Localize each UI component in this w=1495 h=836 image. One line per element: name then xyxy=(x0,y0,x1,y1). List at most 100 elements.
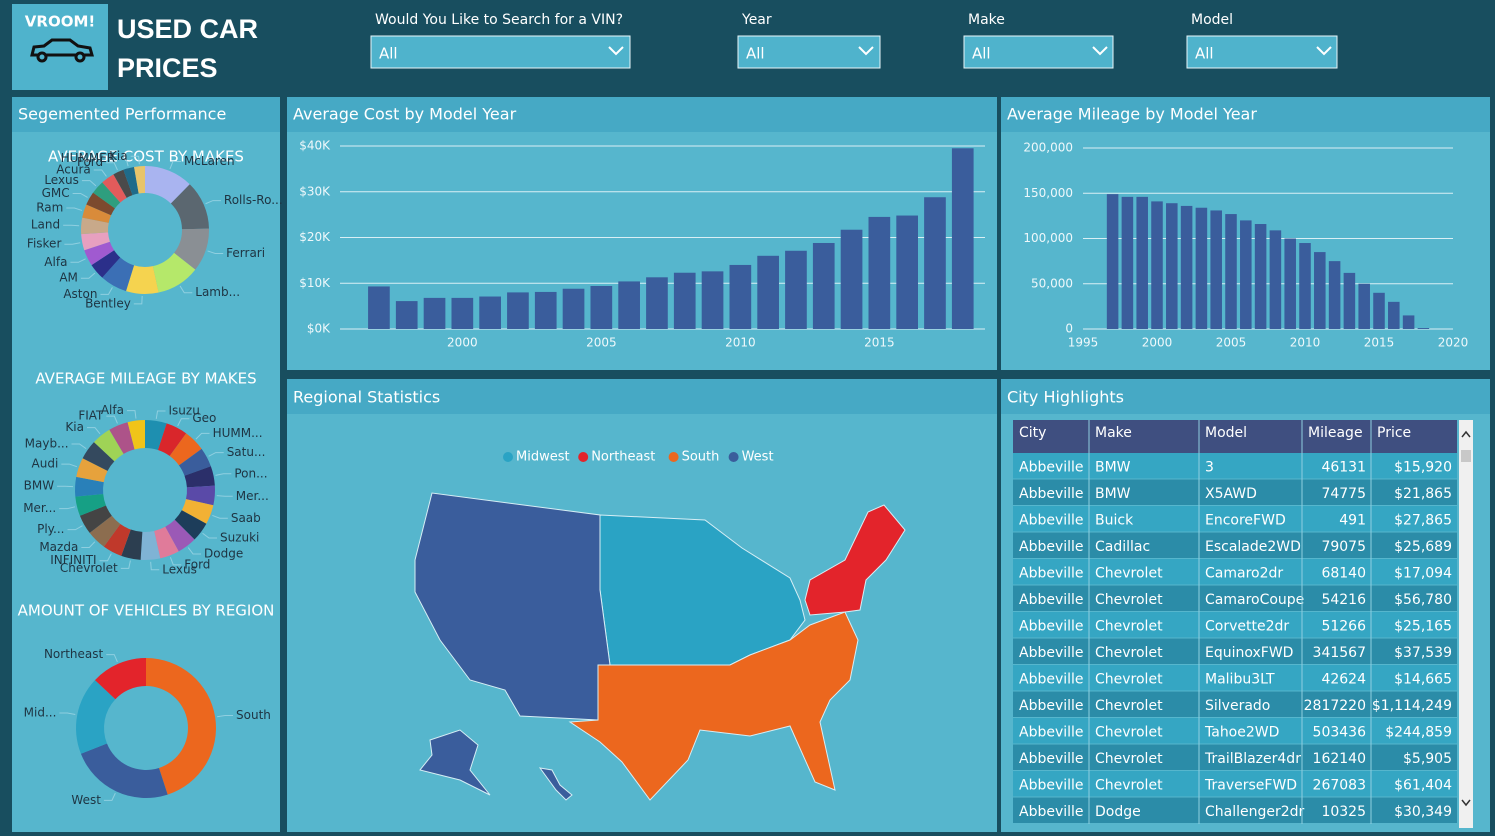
slice-label: Mazda xyxy=(39,540,78,554)
table-cell: $56,780 xyxy=(1394,592,1452,608)
slice-label: Lexus xyxy=(162,562,197,576)
x-tick-label: 2010 xyxy=(1290,336,1321,350)
table-cell: Abbeville xyxy=(1019,486,1084,502)
table-cell: 54216 xyxy=(1321,592,1366,608)
slice-label: Audi xyxy=(32,457,59,471)
panel-header xyxy=(287,379,997,414)
scroll-thumb[interactable] xyxy=(1461,450,1471,462)
panel-header xyxy=(1001,379,1490,414)
donut-slice xyxy=(154,526,179,559)
scroll-down[interactable] xyxy=(1461,799,1471,807)
slice-label: Kia xyxy=(109,149,128,163)
bar xyxy=(1225,214,1237,329)
scroll-up[interactable] xyxy=(1461,430,1471,438)
table-row xyxy=(1013,585,1457,611)
column-header: Mileage xyxy=(1308,425,1363,441)
dropdown[interactable] xyxy=(963,35,1114,69)
leader-line xyxy=(169,557,182,566)
donut-slice xyxy=(113,169,133,198)
leader-line xyxy=(150,561,160,571)
region xyxy=(419,729,491,796)
y-tick-label: $10K xyxy=(299,276,331,290)
table-cell: 341567 xyxy=(1313,645,1366,661)
table-cell: Abbeville xyxy=(1019,618,1084,634)
slice-label: Ram xyxy=(36,201,63,215)
dropdown[interactable] xyxy=(737,35,881,69)
filter[interactable]: Year All xyxy=(737,12,881,69)
slice-label: Northeast xyxy=(44,647,104,661)
filter[interactable]: Make All xyxy=(963,12,1114,69)
leader-line xyxy=(71,443,87,450)
table-cell: $244,859 xyxy=(1385,724,1452,740)
scrollbar[interactable] xyxy=(1459,420,1473,828)
leader-line xyxy=(118,157,129,167)
x-tick-label: 2015 xyxy=(864,336,895,350)
table-cell: $30,349 xyxy=(1394,804,1452,820)
y-tick-label: $30K xyxy=(299,184,331,198)
table-cell: Silverado xyxy=(1205,698,1270,714)
leader-line xyxy=(106,162,118,171)
x-tick-label: 1995 xyxy=(1068,336,1099,350)
filter-label: Make xyxy=(968,12,1005,28)
leader-line xyxy=(126,410,137,419)
slice-label: Dodge xyxy=(204,546,243,560)
donut-slice xyxy=(81,232,110,251)
dropdown[interactable] xyxy=(1186,35,1338,69)
leader-line xyxy=(100,287,113,295)
y-tick-label: 0 xyxy=(1065,322,1073,336)
leader-line xyxy=(59,712,76,715)
bar xyxy=(1166,203,1178,329)
donut-slice xyxy=(157,423,187,457)
table-cell: 3 xyxy=(1205,459,1214,475)
slice-label: Suzuki xyxy=(220,531,259,545)
table-row xyxy=(1013,638,1457,664)
y-tick-label: $20K xyxy=(299,230,331,244)
bar xyxy=(423,297,446,329)
leader-line xyxy=(212,514,228,519)
slice-label: South xyxy=(236,708,271,722)
bar xyxy=(1106,194,1119,329)
table-cell: X5AWD xyxy=(1205,486,1257,502)
y-tick-label: 50,000 xyxy=(1031,276,1073,290)
region xyxy=(804,504,906,616)
bar xyxy=(618,281,640,329)
bar xyxy=(1195,207,1208,329)
table-cell: 10325 xyxy=(1321,804,1366,820)
table-cell: Abbeville xyxy=(1019,539,1084,555)
donut-slice xyxy=(170,184,209,230)
table-cell: Abbeville xyxy=(1019,592,1084,608)
y-tick-label: 150,000 xyxy=(1023,186,1073,200)
donut-slice xyxy=(91,250,121,278)
table-cell: 491 xyxy=(1339,512,1366,528)
table-cell: Abbeville xyxy=(1019,565,1084,581)
slice-label: Acura xyxy=(56,162,91,176)
dropdown[interactable] xyxy=(370,35,631,69)
table-cell: $5,905 xyxy=(1403,751,1452,767)
filter[interactable]: Would You Like to Search for a VIN? All xyxy=(370,12,631,69)
leader-line xyxy=(59,506,76,510)
x-tick-label: 2000 xyxy=(1142,336,1173,350)
donut-slice xyxy=(102,257,135,292)
filter[interactable]: Model All xyxy=(1186,12,1338,69)
x-tick-label: 2005 xyxy=(1216,336,1247,350)
chart-title: AMOUNT OF VEHICLES BY REGION xyxy=(18,602,275,620)
y-tick-label: 200,000 xyxy=(1023,141,1073,155)
table-cell: Abbeville xyxy=(1019,777,1084,793)
table-cell: $1,114,249 xyxy=(1372,698,1452,714)
table-cell: 74775 xyxy=(1321,486,1366,502)
donut-slice xyxy=(174,510,207,540)
table-cell: Escalade2WD xyxy=(1205,539,1301,555)
bar xyxy=(507,292,529,329)
slice-label: Lamb... xyxy=(195,285,240,299)
leader-line xyxy=(99,553,112,562)
bar xyxy=(673,272,696,329)
table-cell: Cadillac xyxy=(1095,539,1150,555)
slice-label: McLaren xyxy=(184,154,235,168)
panel-title: City Highlights xyxy=(1007,388,1124,407)
car-icon xyxy=(30,38,94,57)
table-cell: $27,865 xyxy=(1394,512,1452,528)
table-cell: BMW xyxy=(1095,486,1131,502)
leader-line xyxy=(64,242,81,245)
slice-label: Isuzu xyxy=(169,403,200,417)
bar xyxy=(924,197,946,329)
